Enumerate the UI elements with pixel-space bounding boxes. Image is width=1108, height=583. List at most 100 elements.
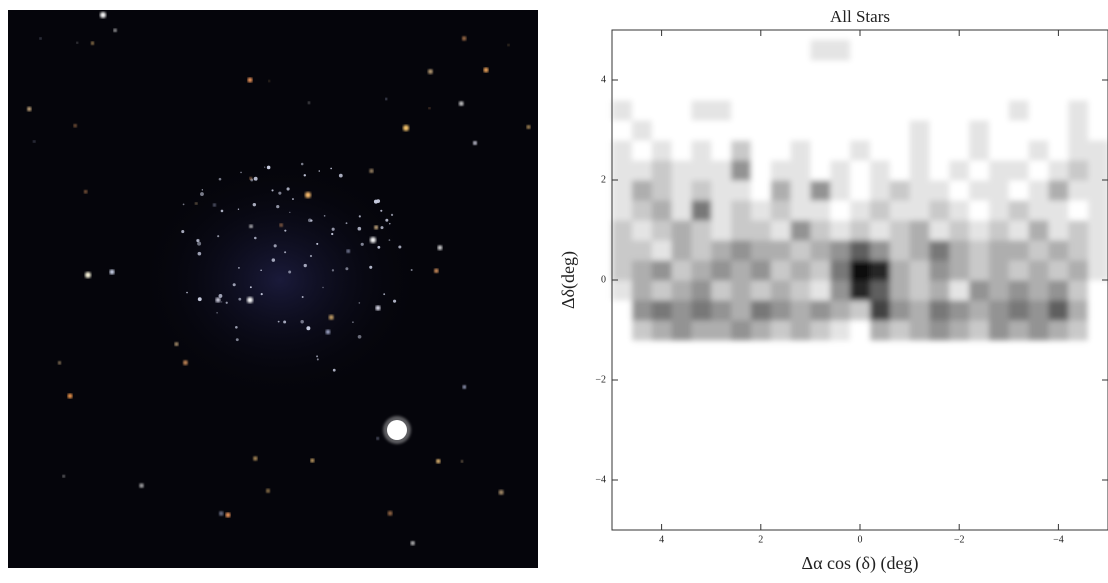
heatmap-cell [909, 80, 930, 101]
star [238, 297, 242, 301]
heatmap-cell [1068, 300, 1089, 321]
star [83, 190, 88, 194]
heatmap-cell [850, 140, 871, 161]
heatmap-cell [790, 40, 811, 61]
star [301, 296, 304, 298]
heatmap-cell [790, 300, 811, 321]
heatmap-cell [731, 60, 752, 81]
heatmap-cell [1008, 320, 1030, 341]
heatmap-cell [612, 120, 633, 141]
heatmap-cell [929, 240, 950, 261]
heatmap-cell [631, 120, 653, 141]
heatmap-cell [671, 180, 692, 201]
heatmap-cell [988, 180, 1010, 201]
heatmap-cell [691, 160, 712, 181]
heatmap-cell [1008, 260, 1030, 281]
bright-star [473, 141, 477, 145]
star [436, 459, 441, 464]
heatmap-cell [711, 260, 732, 281]
star [374, 225, 379, 230]
heatmap-cell [1028, 80, 1049, 101]
y-tick-label: 4 [601, 74, 606, 85]
star [303, 174, 307, 177]
star [388, 239, 391, 241]
star [182, 203, 185, 206]
heatmap-cell [711, 220, 732, 241]
heatmap-cell [830, 80, 851, 101]
star [389, 222, 391, 225]
chart-title: All Stars [830, 7, 890, 26]
star [385, 218, 389, 222]
star [235, 325, 238, 329]
heatmap-cell [949, 100, 970, 121]
heatmap-cell [810, 220, 831, 241]
star [249, 224, 253, 229]
star [276, 205, 280, 209]
heatmap-cell [1048, 180, 1069, 201]
star [323, 215, 326, 217]
heatmap-cell [850, 300, 871, 321]
heatmap-cell [1028, 320, 1049, 341]
heatmap-cell [631, 280, 653, 301]
star [410, 269, 413, 272]
star [460, 460, 464, 463]
star [264, 166, 266, 168]
heatmap-cell [750, 140, 772, 161]
heatmap-cell [929, 60, 950, 81]
star [283, 320, 287, 324]
star [201, 189, 203, 191]
heatmap-cell [830, 180, 851, 201]
star [249, 286, 252, 289]
heatmap-cell [1088, 200, 1108, 221]
heatmap-cell [830, 260, 851, 281]
heatmap-cell [889, 160, 911, 181]
heatmap-cell [1048, 220, 1069, 241]
star [76, 41, 79, 44]
y-tick-label: −2 [595, 374, 606, 385]
heatmap-cell [731, 40, 752, 61]
heatmap-cell [1008, 40, 1030, 61]
bright-star [403, 125, 409, 131]
heatmap-cell [949, 220, 970, 241]
heatmap-cell [889, 320, 911, 341]
heatmap-cell [929, 80, 950, 101]
star [410, 541, 415, 546]
x-tick-label: −4 [1053, 534, 1064, 545]
star [387, 510, 393, 516]
bright-star [100, 12, 106, 18]
star [218, 511, 224, 516]
y-tick-label: −4 [595, 474, 606, 485]
star [232, 283, 236, 287]
heatmap-cell [612, 240, 633, 261]
heatmap-cell [949, 80, 970, 101]
heatmap-cell [969, 140, 990, 161]
heatmap-cell [770, 320, 792, 341]
star [286, 187, 290, 191]
heatmap-cell [1068, 160, 1089, 181]
heatmap-cell [770, 120, 792, 141]
star [39, 37, 42, 40]
star [197, 251, 202, 256]
heatmap-cell [830, 300, 851, 321]
star [273, 244, 277, 248]
heatmap-cell [1088, 320, 1108, 341]
heatmap-cell [691, 100, 712, 121]
heatmap-cell [612, 100, 633, 121]
heatmap-cell [909, 60, 930, 81]
heatmap-cell [1088, 140, 1108, 161]
star [360, 242, 364, 246]
heatmap-cell [631, 160, 653, 181]
star [390, 213, 394, 217]
star [218, 177, 222, 181]
star [392, 299, 397, 303]
heatmap-cell [1008, 220, 1030, 241]
heatmap-cell [711, 180, 732, 201]
heatmap-cell [612, 180, 633, 201]
heatmap-cell [1048, 320, 1069, 341]
heatmap-cell [889, 280, 911, 301]
star [325, 329, 331, 335]
star [346, 249, 351, 253]
heatmap-cell [1068, 180, 1089, 201]
heatmap-cell [1068, 120, 1089, 141]
